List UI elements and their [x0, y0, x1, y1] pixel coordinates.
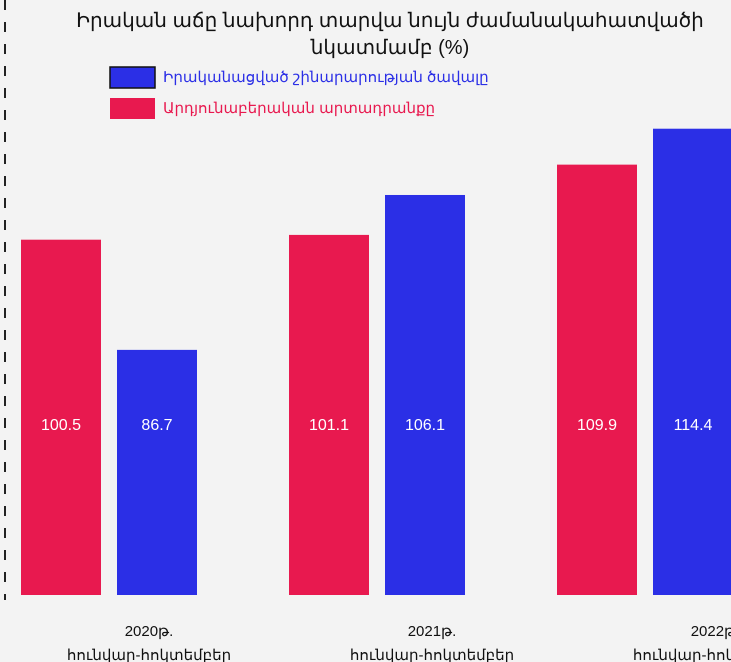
bar — [385, 194, 465, 595]
bar — [21, 239, 101, 595]
bar — [557, 164, 637, 595]
legend-label: Արդյունաբերական արտադրանքը — [163, 100, 436, 117]
chart-title: Իրական աճը նախորդ տարվա նույն ժամանակահա… — [76, 10, 704, 59]
value-label: 86.7 — [141, 417, 172, 434]
bar — [289, 234, 369, 595]
value-label: 101.1 — [309, 417, 349, 434]
legend-label: Իրականացված շինարարության ծավալը — [163, 69, 489, 86]
bar — [117, 349, 197, 595]
legend-swatch — [109, 66, 156, 89]
x-tick-label: 2020թ. հունվար-հոկտեմբեր — [66, 623, 232, 662]
bar — [653, 128, 731, 595]
value-label: 114.4 — [674, 417, 713, 434]
x-tick-label: 2022թ. հունվար-հոկտեմբեր — [632, 623, 731, 662]
x-tick-label: 2021թ. հունվար-հոկտեմբեր — [349, 623, 515, 662]
value-label: 100.5 — [41, 417, 81, 434]
value-label: 109.9 — [577, 417, 617, 434]
legend-swatch — [110, 98, 155, 119]
value-label: 106.1 — [405, 417, 445, 434]
